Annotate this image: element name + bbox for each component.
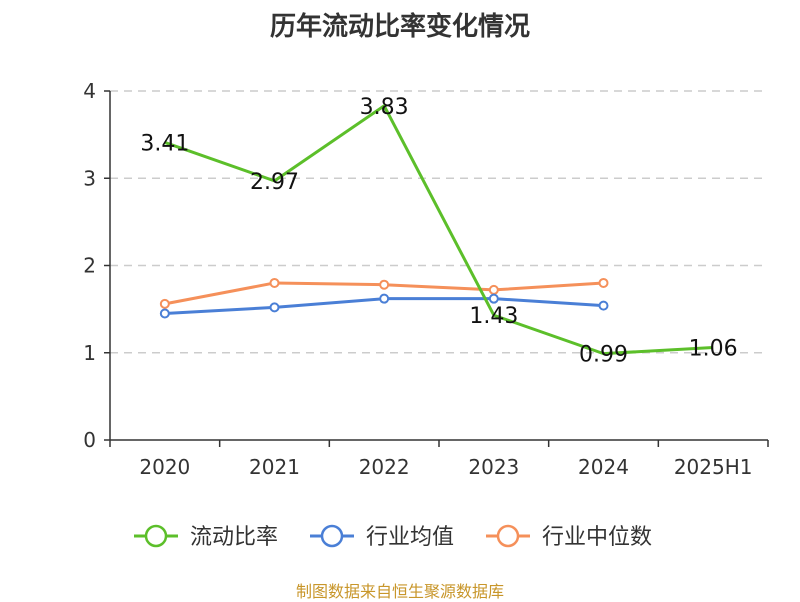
data-label: 1.06 <box>689 337 738 362</box>
x-tick-label: 2020 <box>139 455 190 479</box>
series-line-0 <box>164 104 714 356</box>
axes: 0 1 2 3 4 2020 2021 2022 2023 2024 2025H1 <box>83 79 769 479</box>
series-point-2 <box>598 277 609 288</box>
legend-marker <box>320 524 344 548</box>
legend-label: 行业均值 <box>366 525 454 550</box>
x-tick-label: 2022 <box>359 455 410 479</box>
x-tick-label: 2023 <box>468 455 519 479</box>
data-label: 2.97 <box>250 170 299 195</box>
legend-label: 行业中位数 <box>542 525 652 550</box>
legend-marker <box>144 524 168 548</box>
series-point-1 <box>488 293 499 304</box>
series-point-2 <box>159 298 170 309</box>
series-point-2 <box>379 279 390 290</box>
y-tick-label: 4 <box>83 79 96 103</box>
series-point-1 <box>598 300 609 311</box>
y-tick-label: 3 <box>83 166 96 190</box>
chart-title: 历年流动比率变化情况 <box>269 12 530 42</box>
data-label: 3.41 <box>140 131 189 156</box>
series-lines <box>159 104 714 356</box>
legend-label: 流动比率 <box>190 525 278 550</box>
series-point-2 <box>488 284 499 295</box>
series-point-2 <box>269 277 280 288</box>
data-label: 0.99 <box>579 343 628 368</box>
legend-marker <box>496 524 520 548</box>
series-point-1 <box>269 302 280 313</box>
legend[interactable]: 流动比率 行业均值 行业中位数 <box>134 524 652 550</box>
legend-item-1[interactable]: 行业均值 <box>310 524 454 550</box>
source-note: 制图数据来自恒生聚源数据库 <box>295 582 504 601</box>
data-label: 3.83 <box>360 95 409 120</box>
series-point-1 <box>159 308 170 319</box>
grid-lines <box>110 90 768 354</box>
y-tick-label: 1 <box>83 341 96 365</box>
x-tick-label: 2021 <box>249 455 300 479</box>
legend-item-2[interactable]: 行业中位数 <box>486 524 652 550</box>
y-tick-label: 0 <box>83 428 96 452</box>
data-labels: 3.41 2.97 3.83 1.43 0.99 1.06 <box>140 95 737 368</box>
y-tick-label: 2 <box>83 254 96 278</box>
data-label: 1.43 <box>469 304 518 329</box>
x-tick-label: 2025H1 <box>674 455 753 479</box>
x-tick-label: 2024 <box>578 455 629 479</box>
legend-item-0[interactable]: 流动比率 <box>134 524 278 550</box>
series-point-1 <box>379 293 390 304</box>
